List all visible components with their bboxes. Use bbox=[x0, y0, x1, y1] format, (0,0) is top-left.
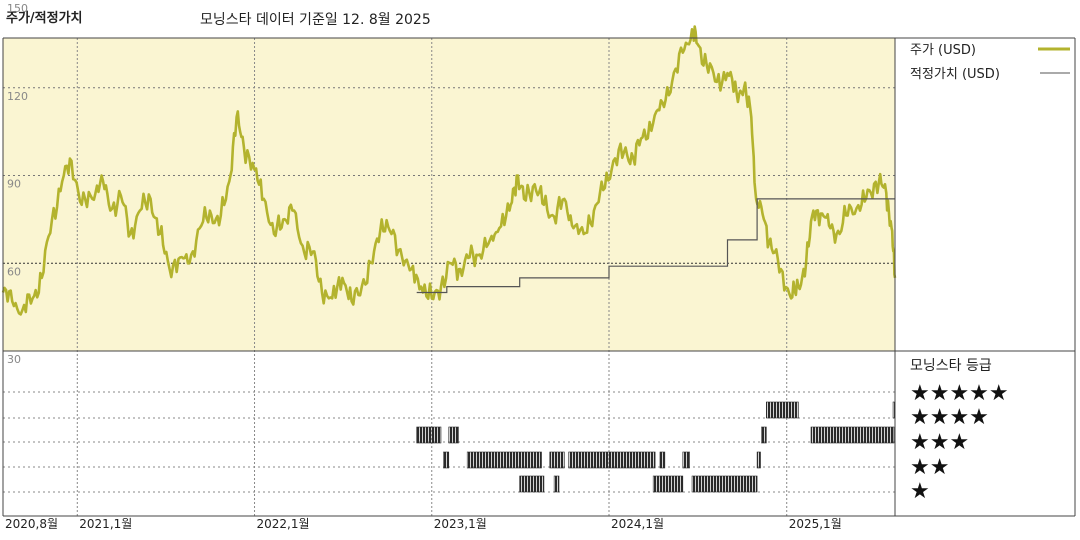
rating-bar-1-star bbox=[519, 475, 545, 493]
rating-bar-2-star bbox=[756, 451, 761, 469]
price-line bbox=[1, 25, 897, 316]
rating-bar-2-star bbox=[568, 451, 656, 469]
rating-bar-3-star bbox=[810, 426, 895, 444]
rating-bar-3-star bbox=[416, 426, 442, 444]
legend-three-stars: ★★★ bbox=[910, 430, 969, 455]
rating-bar-4-star bbox=[766, 401, 799, 419]
rating-bar-2-star bbox=[549, 451, 565, 469]
x-axis-ticks: 2020,8월 2021,1월 2022,1월 2023,1월 2024,1월 2025,… bbox=[5, 517, 842, 531]
rating-bar-1-star bbox=[691, 475, 758, 493]
legend: 주가 (USD) 적정가치 (USD) 모닝스타 등급 ★★★★★ ★★★★ ★… bbox=[910, 43, 1070, 504]
rating-bar-3-star bbox=[448, 426, 459, 444]
fair-value-line bbox=[416, 198, 895, 294]
rating-bar-2-star bbox=[443, 451, 450, 469]
legend-four-stars: ★★★★ bbox=[910, 405, 989, 430]
legend-two-stars: ★★ bbox=[910, 455, 949, 480]
legend-five-stars: ★★★★★ bbox=[910, 381, 1009, 406]
series-lines bbox=[1, 25, 897, 316]
y-axis-ticks: 150 120 90 60 30 bbox=[7, 2, 28, 366]
chart-subtitle: 모닝스타 데이터 기준일 12. 8월 2025 bbox=[200, 12, 431, 28]
y-tick-label: 30 bbox=[7, 353, 21, 366]
legend-price-label: 주가 (USD) bbox=[910, 43, 976, 58]
x-tick-label: 2024,1월 bbox=[611, 517, 664, 531]
chart-title: 주가/적정가치 bbox=[6, 10, 83, 26]
x-tick-label: 2020,8월 bbox=[5, 517, 58, 531]
x-tick-label: 2025,1월 bbox=[789, 517, 842, 531]
rating-bar-2-star bbox=[659, 451, 666, 469]
legend-rating-title: 모닝스타 등급 bbox=[910, 358, 992, 374]
rating-bar-2-star bbox=[466, 451, 542, 469]
x-tick-label: 2021,1월 bbox=[79, 517, 132, 531]
rating-bar-2-star bbox=[682, 451, 690, 469]
price-panel-background bbox=[3, 38, 895, 351]
x-tick-label: 2023,1월 bbox=[434, 517, 487, 531]
rating-bar-1-star bbox=[652, 475, 684, 493]
rating-bar-1-star bbox=[553, 475, 560, 493]
legend-fair-value-label: 적정가치 (USD) bbox=[910, 67, 1000, 82]
rating-bars bbox=[416, 401, 896, 493]
rating-bar-3-star bbox=[761, 426, 767, 444]
y-tick-label: 120 bbox=[7, 90, 28, 103]
x-tick-label: 2022,1월 bbox=[257, 517, 310, 531]
y-tick-label: 90 bbox=[7, 178, 21, 191]
y-tick-label: 150 bbox=[7, 2, 28, 15]
y-tick-label: 60 bbox=[7, 265, 21, 278]
legend-one-star: ★ bbox=[910, 479, 930, 504]
